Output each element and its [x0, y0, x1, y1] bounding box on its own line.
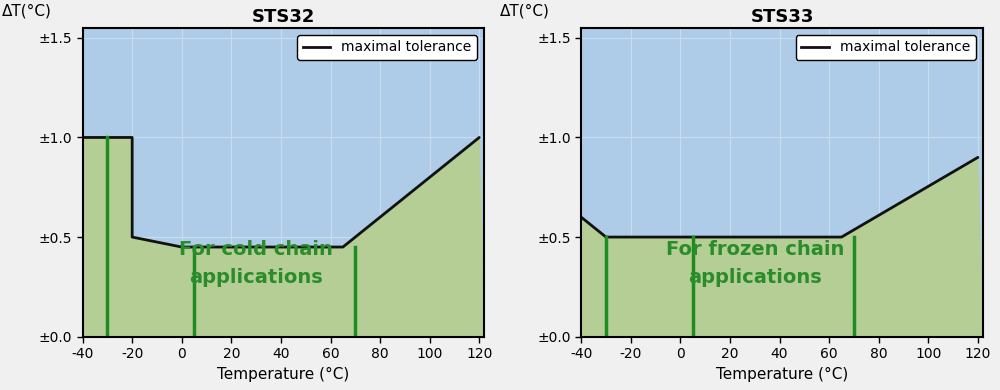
Title: STS32: STS32: [252, 8, 315, 27]
Legend: maximal tolerance: maximal tolerance: [796, 35, 976, 60]
X-axis label: Temperature (°C): Temperature (°C): [217, 367, 350, 382]
Y-axis label: ΔT(°C): ΔT(°C): [500, 4, 550, 19]
X-axis label: Temperature (°C): Temperature (°C): [716, 367, 848, 382]
Polygon shape: [581, 158, 983, 337]
Title: STS33: STS33: [750, 8, 814, 27]
Legend: maximal tolerance: maximal tolerance: [297, 35, 477, 60]
Polygon shape: [83, 137, 484, 337]
Y-axis label: ΔT(°C): ΔT(°C): [1, 4, 51, 19]
Text: For cold chain
applications: For cold chain applications: [179, 240, 333, 287]
Text: For frozen chain
applications: For frozen chain applications: [666, 240, 844, 287]
